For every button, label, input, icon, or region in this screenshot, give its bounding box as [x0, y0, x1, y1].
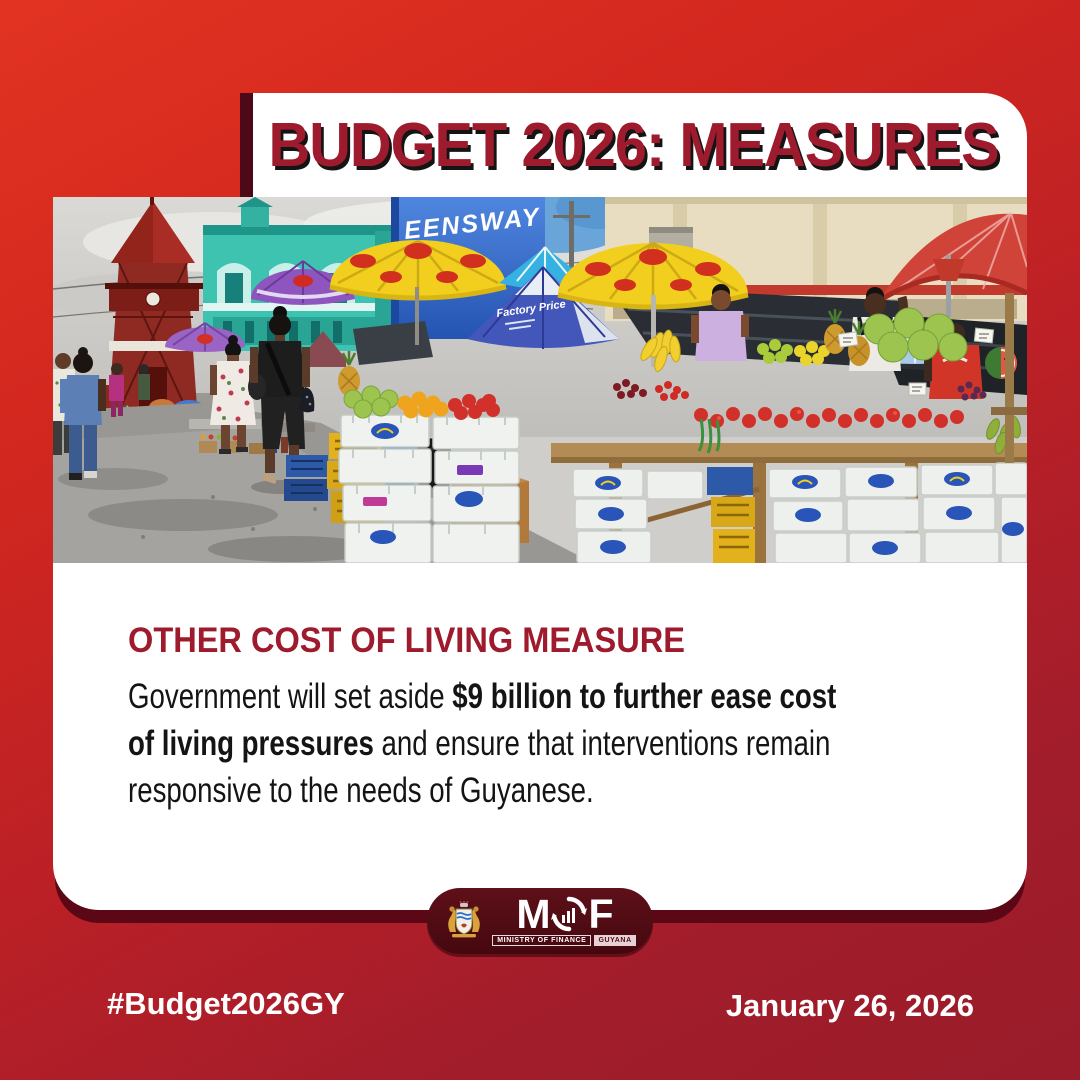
mof-wordmark: M F MINISTRY OF FINANCE GUYANA: [492, 891, 636, 946]
body-line-2: of living pressures and ensure that inte…: [128, 724, 831, 763]
content-card: EENSWAY: [53, 197, 1027, 910]
right-fruit-stall: [551, 293, 1027, 563]
section-heading: OTHER COST OF LIVING MEASURE: [128, 621, 685, 660]
date-text: January 26, 2026: [725, 988, 974, 1023]
body-paragraph: Government will set aside $9 billion to …: [128, 673, 836, 814]
guyana-label: GUYANA: [594, 935, 636, 946]
mof-letters: M F: [516, 891, 614, 937]
banner-accent-bar: [240, 93, 253, 197]
poster-title: BUDGET 2026: MEASURES: [268, 110, 999, 180]
mof-o-arrows-icon: [550, 896, 587, 932]
market-photo-illustration: EENSWAY: [53, 197, 1027, 563]
ministry-label: MINISTRY OF FINANCE: [492, 935, 592, 946]
hashtag-text: #Budget2026GY: [107, 986, 345, 1021]
mof-logo-pill: M F MINISTRY OF FINANCE GUYANA: [427, 888, 653, 954]
market-photo: EENSWAY: [53, 197, 1027, 563]
body-line-1: Government will set aside $9 billion to …: [128, 677, 837, 716]
body-line-3: responsive to the needs of Guyanese.: [128, 771, 594, 810]
left-fruit-stack: [338, 351, 520, 563]
title-banner: BUDGET 2026: MEASURES: [240, 93, 1027, 197]
mof-band: MINISTRY OF FINANCE GUYANA: [492, 935, 636, 946]
mof-letter-f: F: [588, 891, 614, 937]
mof-letter-m: M: [516, 891, 550, 937]
guyana-coat-of-arms: [448, 901, 481, 938]
